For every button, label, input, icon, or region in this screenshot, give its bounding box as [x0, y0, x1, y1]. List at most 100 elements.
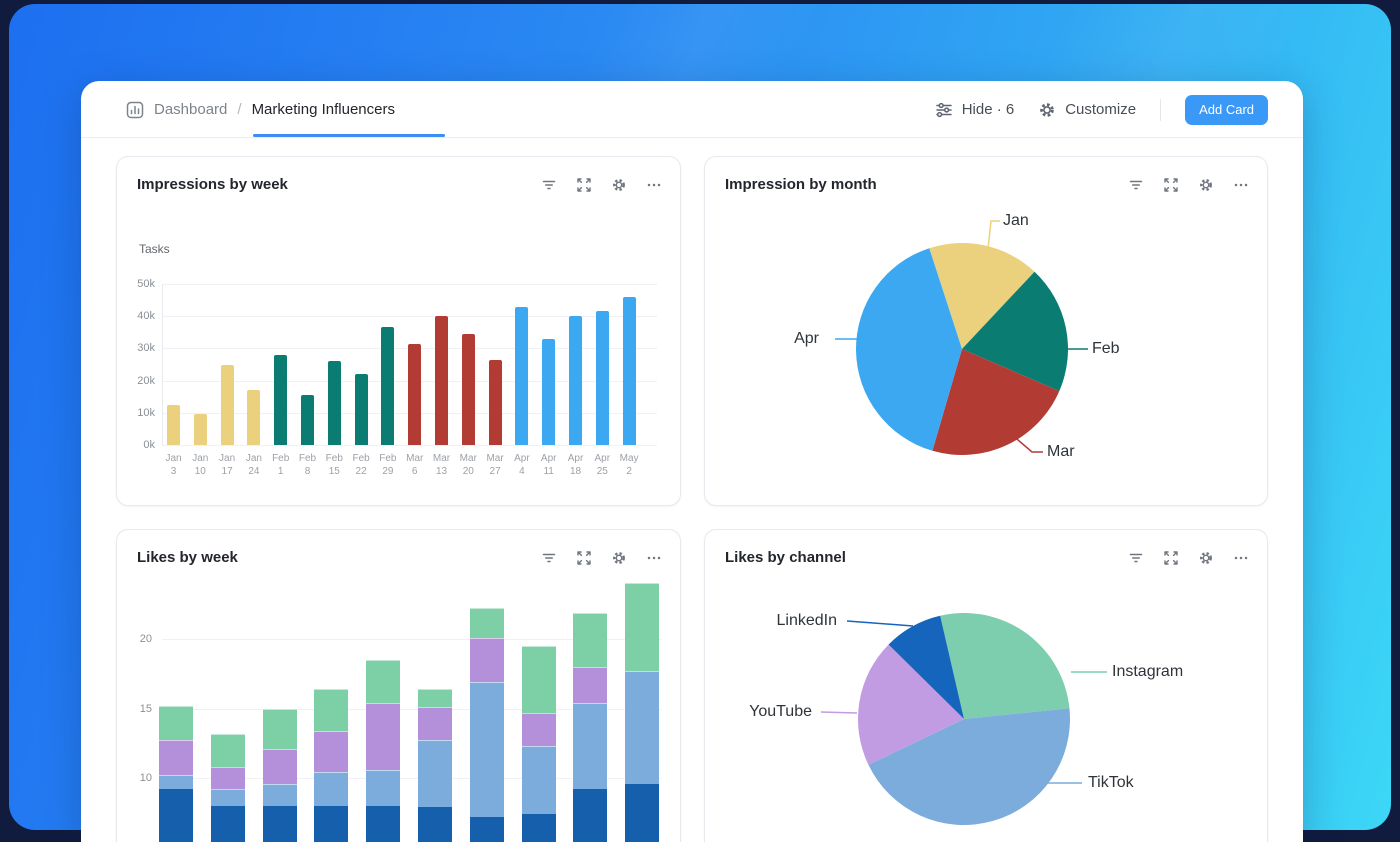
customize-button[interactable]: Customize [1038, 101, 1136, 119]
x-tick-label: Mar 20 [459, 453, 477, 477]
card-likes-by-channel: Likes by channel Instagram TikTok YouTub… [704, 529, 1268, 842]
stacked-bar-segment-series-purple [418, 707, 452, 741]
x-tick-label: Apr 4 [514, 453, 530, 477]
bar [515, 306, 529, 445]
pie-label-mar: Mar [1047, 443, 1075, 460]
gear-icon [1040, 102, 1055, 117]
bar [595, 311, 609, 445]
stacked-bar-segment-series-light-blue [262, 783, 297, 806]
stacked-bar-segment-series-light-blue [625, 670, 660, 784]
breadcrumb: Dashboard / Marketing Influencers [126, 81, 395, 138]
filter-icon[interactable] [1128, 177, 1144, 193]
filter-icon[interactable] [541, 177, 557, 193]
stacked-bar-segment-series-navy [366, 805, 401, 842]
sliders-icon [935, 102, 952, 117]
expand-icon[interactable] [1163, 550, 1179, 566]
pie-label-feb: Feb [1092, 340, 1120, 357]
filter-icon[interactable] [1128, 550, 1144, 566]
add-card-button[interactable]: Add Card [1185, 94, 1268, 125]
bar [301, 395, 314, 445]
bar [542, 338, 556, 445]
hide-button[interactable]: Hide · 6 [935, 101, 1015, 119]
bar [569, 316, 582, 445]
pie-slice-jan [929, 243, 1035, 349]
dashboard-window: Dashboard / Marketing Influencers Hide ·… [81, 81, 1303, 842]
bar [167, 404, 180, 445]
card-title: Impression by month [725, 176, 877, 193]
x-tick-label: Apr 25 [594, 453, 611, 477]
stacked-bar-segment-series-green [573, 612, 608, 667]
stacked-bar-segment-series-purple [159, 740, 193, 776]
stacked-bar-segment-series-green [159, 705, 193, 741]
y-tick-label: 0k [143, 439, 155, 451]
x-tick-label: Feb 1 [272, 453, 290, 477]
stacked-bar-segment-series-navy [418, 807, 452, 842]
stacked-bar-segment-series-navy [159, 789, 193, 842]
stacked-bar-segment-series-green [262, 708, 297, 749]
stacked-bar-segment-series-light-blue [469, 682, 504, 817]
pie-label-instagram: Instagram [1112, 663, 1184, 680]
stacked-bar-segment-series-navy [210, 805, 245, 842]
bar [381, 327, 395, 445]
hide-label: Hide · 6 [961, 101, 1015, 118]
bar [354, 374, 368, 445]
tab-marketing-influencers[interactable]: Marketing Influencers [251, 101, 395, 118]
more-icon[interactable] [646, 550, 662, 566]
stacked-bar-segment-series-green [418, 689, 452, 708]
card-impressions-by-week: Impressions by week Tasks 0k 10k 20k 30k 40k… [116, 156, 681, 506]
stacked-bar-segment-series-purple [521, 712, 556, 747]
card-title: Likes by week [137, 549, 238, 566]
stacked-bar-segment-series-navy [521, 814, 556, 842]
pie-label-linkedin: LinkedIn [776, 612, 838, 629]
more-icon[interactable] [1233, 177, 1249, 193]
more-icon[interactable] [1233, 550, 1249, 566]
stacked-bar-segment-series-navy [262, 805, 297, 842]
stacked-bar-segment-series-light-blue [521, 746, 556, 815]
pie-chart-canvas [856, 243, 1068, 455]
stacked-bar-segment-series-purple [573, 666, 608, 703]
settings-icon[interactable] [1198, 177, 1214, 193]
stacked-bar-segment-series-purple [366, 702, 401, 770]
active-tab-underline [253, 134, 445, 137]
breadcrumb-separator: / [237, 101, 242, 118]
card-impression-by-month: Impression by month Jan Feb Mar Apr [704, 156, 1268, 506]
x-tick-label: Mar 13 [432, 453, 451, 477]
y-tick-label: 50k [137, 278, 155, 290]
stacked-bar-segment-series-navy [573, 789, 608, 842]
stacked-bar-segment-series-light-blue [159, 775, 193, 790]
bar [327, 361, 341, 445]
bar [193, 414, 207, 445]
pie-slice-linkedin [888, 615, 964, 719]
filter-icon[interactable] [541, 550, 557, 566]
expand-icon[interactable] [576, 550, 592, 566]
pie-slice-apr [856, 248, 962, 451]
header-toolbar: Hide · 6 Customize Add Card [935, 81, 1268, 138]
stacked-bar-segment-series-purple [262, 748, 297, 784]
expand-icon[interactable] [576, 177, 592, 193]
bar [408, 343, 422, 445]
breadcrumb-dashboard[interactable]: Dashboard [154, 101, 228, 118]
stacked-bar-segment-series-light-blue [210, 789, 245, 806]
bar [461, 333, 475, 445]
settings-icon[interactable] [611, 550, 627, 566]
x-tick-label: Jan 17 [219, 453, 236, 477]
stacked-bar-segment-series-green [210, 733, 245, 767]
x-tick-label: Feb 29 [379, 453, 397, 477]
settings-icon[interactable] [1198, 550, 1214, 566]
bar-chart-icon [126, 101, 144, 119]
stacked-bar-segment-series-purple [469, 637, 504, 683]
expand-icon[interactable] [1163, 177, 1179, 193]
y-tick-label: 15 [139, 702, 152, 715]
stacked-bar-segment-series-light-blue [573, 702, 608, 790]
x-tick-label: Feb 22 [352, 453, 370, 477]
pie-slice-instagram [940, 613, 1070, 719]
more-icon[interactable] [646, 177, 662, 193]
settings-icon[interactable] [611, 177, 627, 193]
card-title: Likes by channel [725, 549, 846, 566]
stacked-bar-segment-series-green [521, 645, 556, 713]
card-icon-toolbar [1128, 550, 1249, 566]
pie-label-tiktok: TikTok [1088, 774, 1134, 791]
x-tick-label: Mar 27 [486, 453, 504, 477]
y-tick-label: 40k [137, 310, 155, 323]
